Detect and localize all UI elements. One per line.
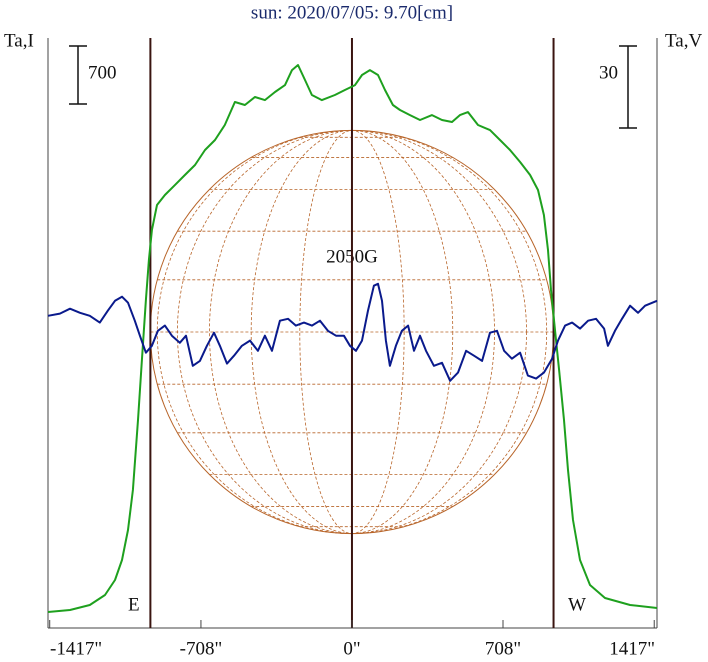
- series-line: [47, 64, 658, 613]
- x-tick-label: 1417": [609, 638, 655, 659]
- x-tick-label: -708": [180, 638, 223, 659]
- x-tick-label: 708": [485, 638, 521, 659]
- west-label: W: [568, 594, 586, 615]
- scale-label: 700: [88, 62, 117, 83]
- y2-axis-label: Ta,V: [665, 30, 702, 51]
- series-line: [47, 282, 658, 382]
- scale-label: 30: [599, 62, 618, 83]
- x-tick-label: -1417": [50, 638, 102, 659]
- chart-title: sun: 2020/07/05: 9.70[cm]: [251, 2, 453, 23]
- x-tick-label: 0": [343, 638, 360, 659]
- y-axis-label: Ta,I: [4, 30, 34, 51]
- east-label: E: [128, 594, 140, 615]
